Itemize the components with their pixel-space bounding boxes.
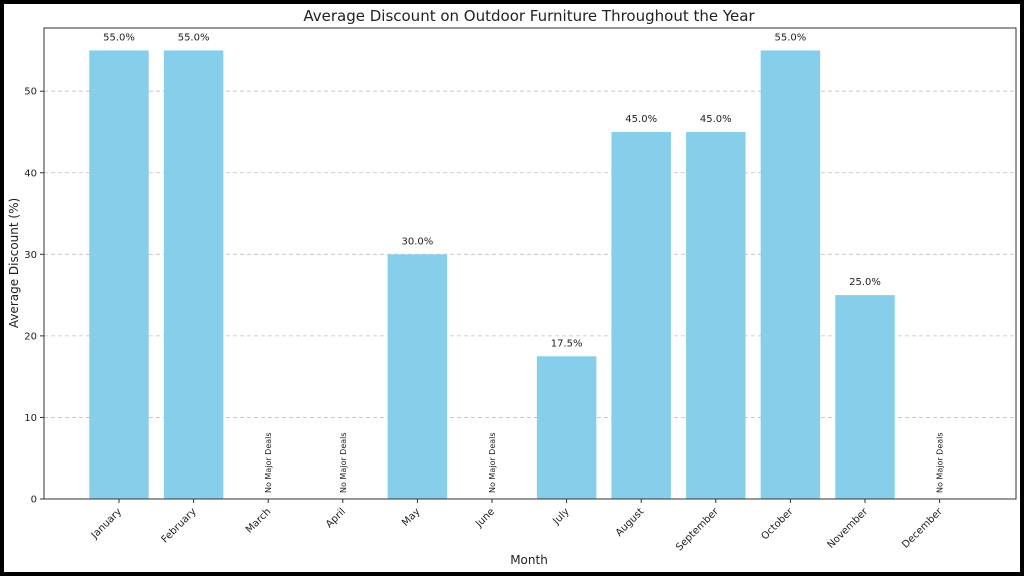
x-tick-label-march: March [244,506,273,535]
x-tick-label-december: December [900,506,945,551]
bar-september [686,131,746,500]
data-label-december: No Major Deals [936,432,945,493]
data-label-april: No Major Deals [339,432,348,493]
bar-october [760,50,821,500]
x-tick-label-september: September [674,506,721,553]
x-tick-label-may: May [400,506,422,528]
data-label-november: 25.0% [849,277,881,288]
data-label-march: No Major Deals [264,432,273,493]
chart-title: Average Discount on Outdoor Furniture Th… [303,7,755,25]
y-tick-label: 30 [24,250,37,261]
y-tick-label: 10 [24,413,37,424]
x-axis-label: Month [510,553,548,567]
data-label-august: 45.0% [625,114,657,125]
data-label-may: 30.0% [402,236,434,247]
x-tick-label-august: August [614,506,647,539]
bar-may [387,254,448,499]
data-label-july: 17.5% [551,338,583,349]
y-tick-label: 40 [24,168,37,179]
data-label-september: 45.0% [700,114,732,125]
bar-july [536,356,597,499]
x-tick-label-february: February [160,506,199,545]
y-ticks: 0 10 20 30 40 50 [24,87,44,506]
x-tick-label-january: January [89,506,124,541]
y-tick-label: 20 [24,331,37,342]
bar-february [163,50,224,500]
x-tick-label-november: November [826,506,871,551]
bar-november [835,295,895,499]
x-tick-label-june: June [473,506,497,530]
y-tick-label: 50 [24,87,37,98]
x-ticks: January February March April May June July Augu… [89,499,945,553]
data-label-january: 55.0% [103,32,135,43]
y-axis-label: Average Discount (%) [7,198,21,328]
data-labels: 55.0% 55.0% No Major Deals No Major Deals 30… [103,32,944,493]
x-tick-label-july: July [551,506,572,527]
plot-area [43,27,1017,500]
bars [89,50,895,500]
data-label-june: No Major Deals [488,432,497,493]
y-tick-label: 0 [31,495,37,506]
bar-august [611,131,671,500]
data-label-october: 55.0% [775,32,807,43]
x-tick-label-october: October [759,506,796,543]
bar-january [89,50,149,500]
data-label-february: 55.0% [178,32,210,43]
x-tick-label-april: April [324,506,348,530]
